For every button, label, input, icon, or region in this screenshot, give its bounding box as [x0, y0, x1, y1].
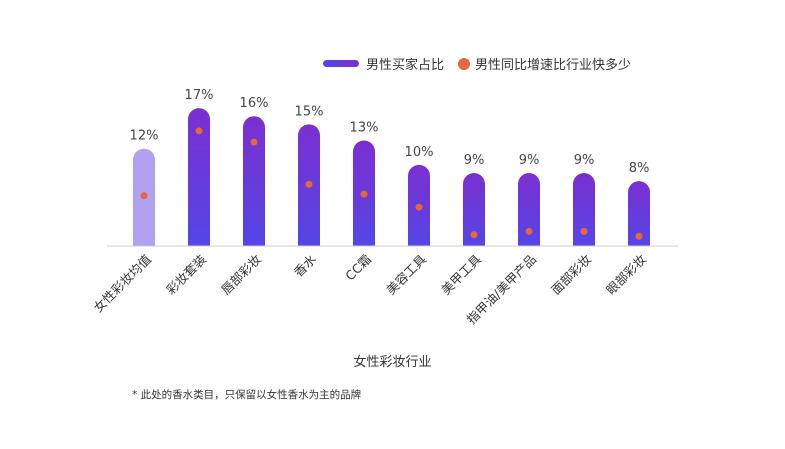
- x-tick-label: 唇部彩妆: [218, 252, 264, 298]
- legend-dot-label: 男性同比增速比行业快多少: [475, 58, 632, 73]
- legend-bar-swatch: [323, 60, 359, 67]
- data-label: 13%: [350, 121, 379, 136]
- x-tick-label: CC霜: [342, 252, 374, 284]
- data-label: 16%: [240, 96, 269, 111]
- growth-dot: [470, 231, 478, 239]
- growth-dot: [635, 232, 643, 240]
- chart-legend: 男性买家占比 男性同比增速比行业快多少: [323, 54, 631, 73]
- x-tick-label: 香水: [291, 251, 320, 280]
- growth-dot: [525, 227, 533, 235]
- x-tick-label: 眼部彩妆: [603, 252, 649, 298]
- data-label: 8%: [629, 161, 650, 176]
- data-label: 9%: [574, 153, 595, 168]
- growth-dot: [195, 127, 203, 135]
- growth-dot: [140, 192, 148, 200]
- bar: [628, 181, 650, 246]
- data-label: 12%: [130, 129, 159, 144]
- bar: [573, 173, 595, 246]
- bar: [243, 116, 265, 246]
- x-axis-title: 女性彩妆行业: [353, 355, 432, 370]
- legend-bar-label: 男性买家占比: [366, 58, 445, 73]
- growth-dot: [250, 138, 258, 146]
- x-tick-label: 彩妆套装: [163, 252, 209, 298]
- growth-dot: [415, 203, 423, 211]
- bar: [518, 173, 540, 246]
- footnote: * 此处的香水类目，只保留以女性香水为主的品牌: [132, 389, 362, 401]
- growth-dot: [580, 227, 588, 235]
- data-label: 9%: [519, 153, 540, 168]
- data-label: 17%: [185, 88, 214, 103]
- data-label: 10%: [405, 145, 434, 160]
- growth-dot: [305, 180, 313, 188]
- bar: [188, 108, 210, 246]
- x-tick-label: 美甲工具: [438, 251, 484, 297]
- legend-item-bar: 男性买家占比: [323, 54, 444, 73]
- bar: [463, 173, 485, 246]
- x-tick-label: 女性彩妆均值: [90, 252, 154, 316]
- x-tick-label: 面部彩妆: [548, 252, 594, 298]
- growth-dot: [360, 190, 368, 198]
- legend-dot-swatch: [458, 57, 471, 70]
- legend-item-dot: 男性同比增速比行业快多少: [444, 54, 631, 73]
- data-label: 15%: [295, 104, 324, 119]
- x-tick-label: 美容工具: [383, 251, 429, 297]
- data-label: 9%: [464, 153, 485, 168]
